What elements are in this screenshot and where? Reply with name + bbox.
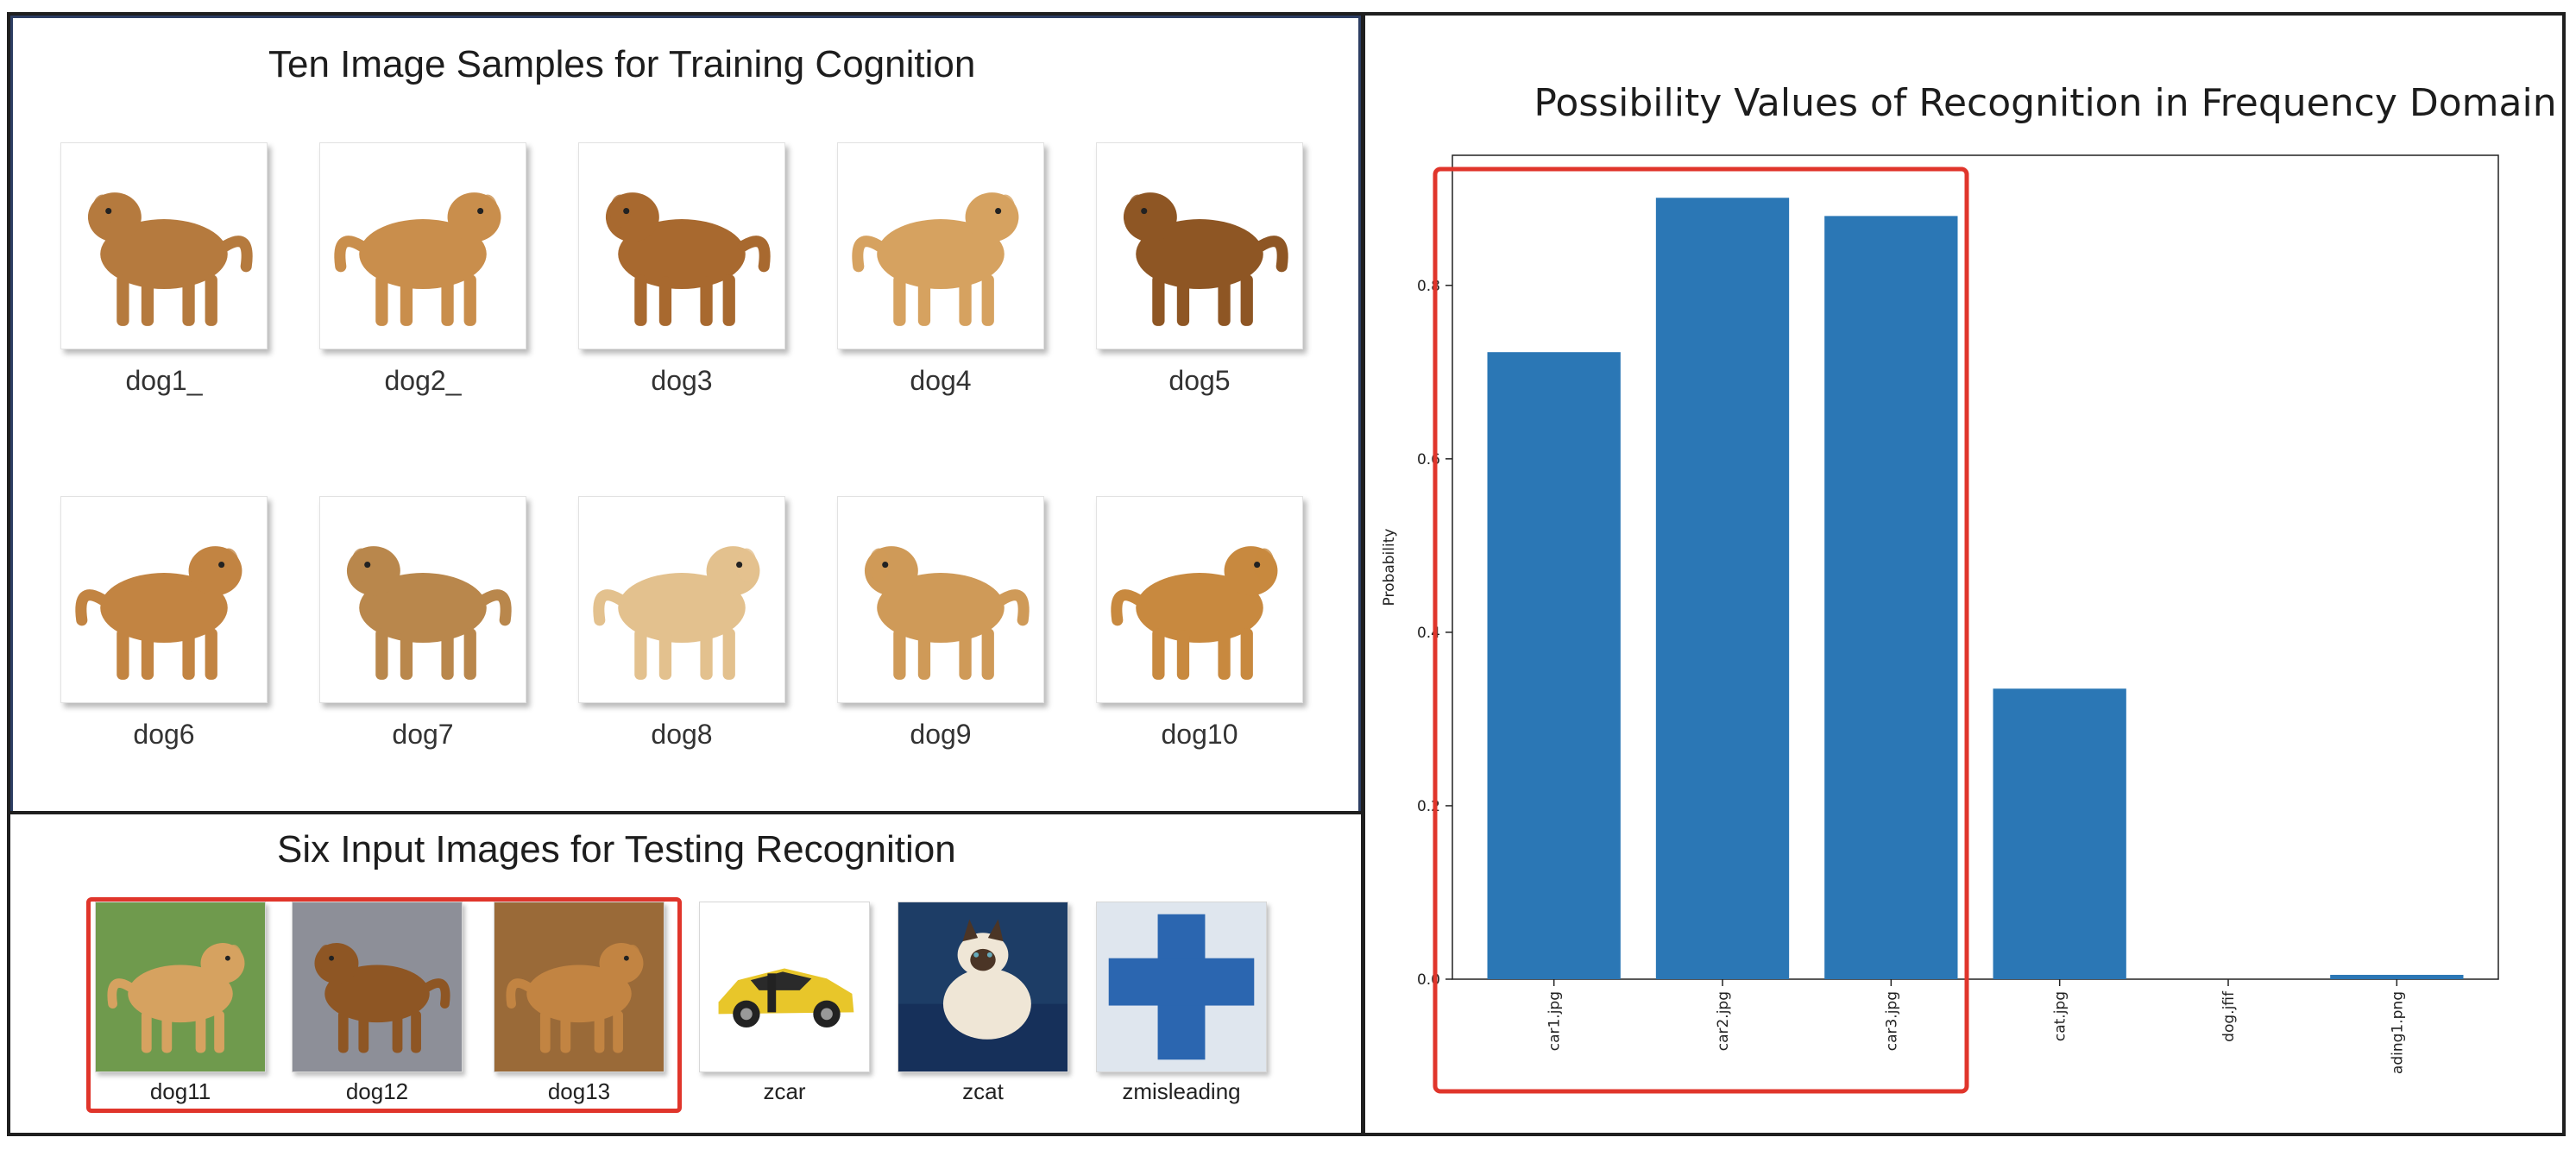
- dog-photo-icon: [1123, 192, 1288, 326]
- panel-divider-vertical: [1361, 12, 1365, 1136]
- panel-divider-horizontal: [10, 811, 1361, 814]
- dog-photo-icon: [96, 902, 265, 1071]
- x-tick-label: car2.jpg: [1715, 991, 1732, 1051]
- dog-photo-icon: [864, 546, 1030, 680]
- test-thumbnail-label: zmisleading: [1122, 1078, 1241, 1104]
- training-thumbnail[interactable]: [578, 142, 785, 349]
- test-thumbnail-label: dog13: [547, 1078, 611, 1104]
- x-tick-label: cat.jpg: [2052, 991, 2069, 1041]
- training-thumbnail[interactable]: [1096, 142, 1303, 349]
- test-thumbnail[interactable]: [898, 902, 1068, 1072]
- highlight-box-dogs: [86, 897, 682, 1113]
- training-thumbnail-label: dog10: [1161, 719, 1238, 750]
- training-thumbnail[interactable]: [1096, 496, 1303, 703]
- dog-photo-icon: [75, 546, 242, 680]
- bar: [1993, 688, 2126, 979]
- x-tick-label: car3.jpg: [1883, 991, 1900, 1051]
- figure-frame: [7, 12, 2566, 1136]
- dog-photo-icon: [1111, 546, 1278, 680]
- x-tick-label: car1.jpg: [1546, 991, 1564, 1051]
- training-thumbnail-label: dog3: [651, 365, 713, 396]
- dog-photo-icon: [852, 192, 1019, 326]
- training-thumbnail[interactable]: [578, 496, 785, 703]
- test-thumbnail[interactable]: [292, 902, 463, 1072]
- dog-photo-icon: [605, 192, 771, 326]
- training-thumbnail[interactable]: [60, 142, 268, 349]
- blue-cross-image-icon: [1097, 902, 1266, 1071]
- dog-photo-icon: [593, 546, 760, 680]
- test-thumbnail-label: zcat: [962, 1078, 1004, 1104]
- test-thumbnail-label: zcar: [763, 1078, 806, 1104]
- cat-photo-icon: [898, 902, 1068, 1071]
- bar: [1655, 198, 1790, 980]
- training-thumbnail-label: dog6: [133, 719, 195, 750]
- training-thumbnail-label: dog2_: [384, 365, 462, 396]
- training-thumbnail-label: dog7: [392, 719, 454, 750]
- y-axis-label: Probability: [1381, 529, 1398, 606]
- x-tick-label: ading1.png: [2389, 991, 2406, 1074]
- training-thumbnail[interactable]: [319, 142, 526, 349]
- dog-photo-icon: [87, 192, 253, 326]
- training-panel-title: Ten Image Samples for Training Cognition: [268, 43, 976, 85]
- bar: [1824, 216, 1958, 980]
- training-thumbnail[interactable]: [319, 496, 526, 703]
- test-thumbnail[interactable]: [95, 902, 266, 1072]
- training-thumbnail-label: dog4: [910, 365, 972, 396]
- test-thumbnail[interactable]: [699, 902, 870, 1072]
- chart-title: Possibility Values of Recognition in Fre…: [1534, 81, 2554, 125]
- training-thumbnail-label: dog5: [1168, 365, 1231, 396]
- test-thumbnail[interactable]: [1096, 902, 1267, 1072]
- dog-photo-icon: [293, 902, 462, 1071]
- bar: [2330, 974, 2464, 979]
- training-thumbnail[interactable]: [60, 496, 268, 703]
- dog-photo-icon: [334, 192, 501, 326]
- training-thumbnail-label: dog1_: [125, 365, 203, 396]
- plot-area-frame: [1452, 154, 2499, 980]
- test-thumbnail-label: dog12: [345, 1078, 409, 1104]
- training-thumbnail-label: dog8: [651, 719, 713, 750]
- bar: [1487, 352, 1621, 980]
- dog-photo-icon: [494, 902, 664, 1071]
- training-thumbnail[interactable]: [837, 496, 1044, 703]
- probability-bar-chart: Possibility Values of Recognition in Fre…: [1381, 81, 2554, 1094]
- car-photo-icon: [700, 902, 869, 1071]
- x-tick-label: dog.jfif: [2220, 990, 2238, 1042]
- training-thumbnail-label: dog9: [910, 719, 972, 750]
- training-thumbnail[interactable]: [837, 142, 1044, 349]
- testing-panel-title: Six Input Images for Testing Recognition: [277, 828, 956, 870]
- highlight-box-car-bars: [1433, 167, 1969, 1094]
- dog-photo-icon: [346, 546, 512, 680]
- test-thumbnail-label: dog11: [149, 1078, 211, 1104]
- test-thumbnail[interactable]: [494, 902, 664, 1072]
